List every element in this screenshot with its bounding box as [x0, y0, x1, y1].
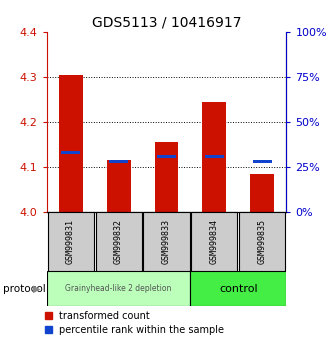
Bar [61, 151, 80, 154]
Legend: transformed count, percentile rank within the sample: transformed count, percentile rank withi… [45, 311, 224, 335]
Bar [205, 155, 224, 158]
Text: GSM999832: GSM999832 [114, 219, 123, 264]
Text: Grainyhead-like 2 depletion: Grainyhead-like 2 depletion [65, 284, 172, 293]
Text: protocol: protocol [3, 284, 46, 293]
Text: GSM999831: GSM999831 [66, 219, 75, 264]
Bar [191, 212, 237, 271]
Bar [144, 212, 189, 271]
Text: GSM999835: GSM999835 [258, 219, 267, 264]
Bar [239, 212, 285, 271]
Bar [107, 160, 131, 212]
Text: GSM999834: GSM999834 [210, 219, 219, 264]
Bar [109, 160, 128, 164]
Bar [96, 212, 142, 271]
Text: ▶: ▶ [33, 284, 40, 293]
Bar [59, 75, 83, 212]
Bar [250, 174, 274, 212]
Text: control: control [219, 284, 258, 293]
Title: GDS5113 / 10416917: GDS5113 / 10416917 [92, 15, 241, 29]
Text: GSM999833: GSM999833 [162, 219, 171, 264]
Bar [48, 212, 94, 271]
Bar [253, 160, 272, 164]
Bar [157, 155, 176, 158]
Bar [190, 271, 286, 306]
Bar [202, 102, 226, 212]
Bar [47, 271, 190, 306]
Bar [155, 142, 178, 212]
